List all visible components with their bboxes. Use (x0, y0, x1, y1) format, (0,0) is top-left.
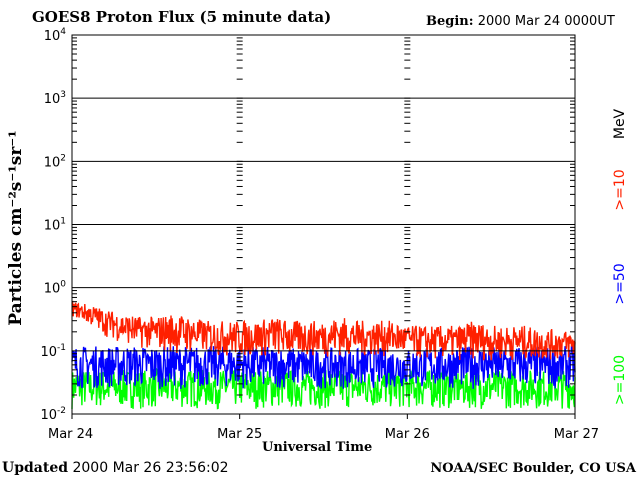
y-tick-label: 10-1 (40, 343, 66, 360)
begin-time: Begin: 2000 Mar 24 0000UT (426, 14, 615, 29)
y-tick-labels: 10-2 10-1 100 101 102 103 104 (40, 27, 66, 423)
x-tick-label: Mar 24 (48, 427, 93, 442)
begin-value: 2000 Mar 24 0000UT (477, 14, 615, 29)
y-tick-label: 102 (44, 153, 66, 170)
begin-label: Begin: (426, 14, 474, 29)
legend-item-10mev: >=10 (612, 169, 628, 211)
legend-unit: MeV (612, 108, 628, 140)
legend-item-50mev: >=50 (612, 263, 628, 305)
y-tick-label: 101 (44, 217, 66, 234)
credit-text: NOAA/SEC Boulder, CO USA (430, 461, 636, 476)
updated-timestamp: Updated 2000 Mar 26 23:56:02 (2, 460, 229, 476)
chart-title: GOES8 Proton Flux (5 minute data) (32, 8, 332, 26)
y-tick-label: 100 (44, 280, 67, 297)
series-line-100mev (71, 367, 576, 410)
plot-frame (71, 34, 576, 415)
x-tick-label: Mar 27 (554, 427, 599, 442)
y-tick-label: 10-2 (40, 406, 66, 423)
updated-label: Updated (2, 460, 69, 476)
legend-item-100mev: >=100 (612, 354, 628, 406)
x-axis-label: Universal Time (262, 440, 373, 455)
x-tick-label: Mar 25 (217, 427, 262, 442)
y-tick-label: 104 (44, 27, 67, 44)
grid-layer (71, 37, 576, 419)
series-layer (71, 300, 576, 410)
y-tick-label: 103 (44, 90, 66, 107)
series-line-10mev (71, 300, 576, 361)
updated-value: 2000 Mar 26 23:56:02 (72, 460, 229, 476)
y-axis-label: Particles cm⁻²s⁻¹sr⁻¹ (6, 130, 26, 326)
x-tick-labels: Mar 24 Mar 25 Mar 26 Mar 27 (48, 427, 599, 442)
x-tick-label: Mar 26 (385, 427, 430, 442)
